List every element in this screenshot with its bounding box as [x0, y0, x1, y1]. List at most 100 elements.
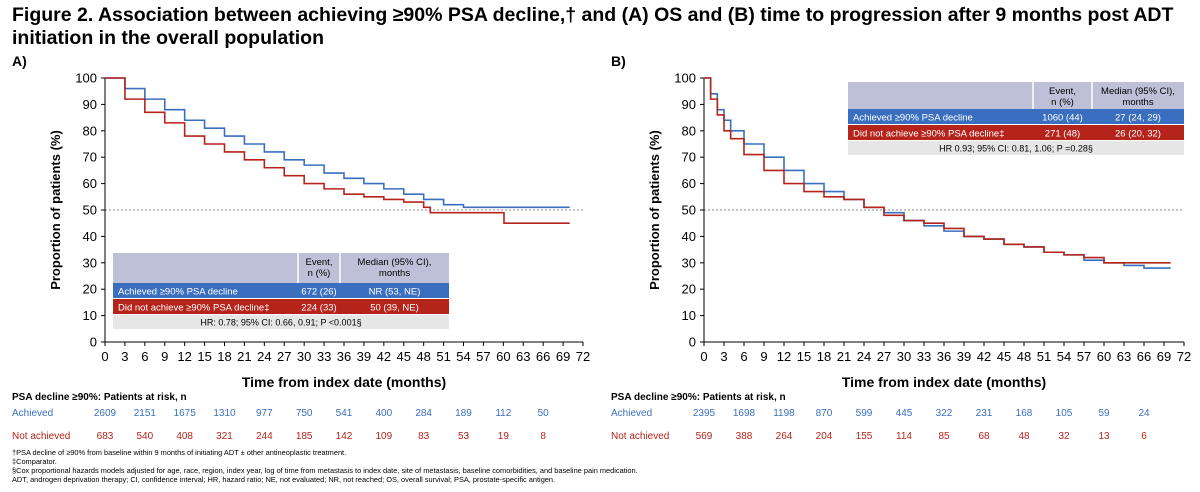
not-achieved-curve — [704, 77, 1171, 264]
x-tick-label: 12 — [177, 349, 191, 364]
x-tick-label: 48 — [416, 349, 430, 364]
table-row-label: Achieved ≥90% PSA decline — [853, 113, 973, 124]
risk-count-not-achieved: 683 — [96, 431, 114, 442]
x-tick-label: 57 — [476, 349, 490, 364]
risk-count-achieved: 599 — [855, 408, 873, 419]
y-tick-label: 10 — [682, 308, 696, 323]
footnote-comparator: ‡Comparator. — [12, 456, 57, 466]
table-event-value: 1060 (44) — [1042, 113, 1083, 124]
risk-count-achieved: 24 — [1138, 408, 1150, 419]
x-tick-label: 6 — [141, 349, 148, 364]
x-tick-label: 0 — [700, 349, 707, 364]
y-tick-label: 0 — [90, 335, 97, 350]
table-header-label: months — [379, 268, 410, 279]
risk-count-achieved: 870 — [815, 408, 833, 419]
risk-count-achieved: 2609 — [93, 408, 117, 419]
table-event-value: 672 (26) — [301, 287, 336, 298]
risk-count-not-achieved: 540 — [136, 431, 154, 442]
table-median-value: 27 (24, 29) — [1115, 113, 1161, 124]
footnote-psa: †PSA decline of ≥90% from baseline withi… — [12, 448, 347, 457]
panel-label: B) — [611, 53, 626, 69]
footnote-abbreviations: ADT, androgen deprivation therapy; CI, c… — [12, 474, 556, 484]
x-tick-label: 9 — [760, 349, 767, 364]
risk-label-not-achieved: Not achieved — [611, 431, 670, 442]
x-tick-label: 15 — [197, 349, 211, 364]
risk-count-achieved: 2395 — [692, 408, 716, 419]
x-tick-label: 3 — [121, 349, 128, 364]
risk-count-achieved: 2151 — [133, 408, 156, 419]
y-tick-label: 0 — [689, 335, 696, 350]
risk-count-achieved: 400 — [375, 408, 393, 419]
table-header-label: n (%) — [1051, 97, 1074, 108]
x-tick-label: 30 — [897, 349, 911, 364]
risk-count-not-achieved: 13 — [1098, 431, 1110, 442]
x-tick-label: 27 — [877, 349, 891, 364]
y-tick-label: 50 — [682, 203, 696, 218]
risk-count-achieved: 1698 — [732, 408, 756, 419]
risk-count-not-achieved: 32 — [1058, 431, 1070, 442]
y-tick-label: 80 — [83, 123, 97, 138]
risk-count-not-achieved: 264 — [775, 431, 793, 442]
table-row-bg — [113, 283, 449, 298]
risk-count-achieved: 231 — [975, 408, 993, 419]
y-tick-label: 90 — [83, 97, 97, 112]
y-tick-label: 60 — [83, 176, 97, 191]
table-hr-bg — [848, 141, 1184, 155]
risk-count-achieved: 1675 — [173, 408, 196, 419]
risk-count-achieved: 1310 — [213, 408, 236, 419]
x-tick-label: 60 — [496, 349, 510, 364]
y-tick-label: 90 — [682, 97, 696, 112]
risk-count-achieved: 112 — [495, 408, 512, 419]
x-tick-label: 51 — [1037, 349, 1051, 364]
x-tick-label: 30 — [297, 349, 311, 364]
y-tick-label: 20 — [83, 282, 97, 297]
risk-count-not-achieved: 53 — [457, 431, 470, 442]
risk-count-achieved: 59 — [1098, 408, 1110, 419]
risk-count-not-achieved: 408 — [176, 431, 193, 442]
x-tick-label: 18 — [217, 349, 231, 364]
x-tick-label: 3 — [720, 349, 727, 364]
hazard-ratio-text: HR: 0.78; 95% CI: 0.66, 0.91; P <0.001§ — [200, 318, 361, 328]
x-tick-label: 54 — [456, 349, 470, 364]
y-tick-label: 40 — [682, 229, 696, 244]
x-tick-label: 6 — [740, 349, 747, 364]
x-tick-label: 27 — [277, 349, 291, 364]
y-tick-label: 30 — [682, 255, 696, 270]
x-tick-label: 54 — [1057, 349, 1071, 364]
y-tick-label: 80 — [682, 123, 696, 138]
risk-count-achieved: 541 — [335, 408, 353, 419]
not-achieved-curve — [105, 77, 570, 224]
x-tick-label: 66 — [1137, 349, 1151, 364]
risk-count-not-achieved: 204 — [815, 431, 833, 442]
y-tick-label: 40 — [83, 229, 97, 244]
x-tick-label: 36 — [337, 349, 351, 364]
x-tick-label: 63 — [516, 349, 530, 364]
x-tick-label: 60 — [1097, 349, 1111, 364]
achieved-curve — [105, 77, 570, 209]
x-tick-label: 24 — [257, 349, 271, 364]
table-row-label: Achieved ≥90% PSA decline — [118, 287, 238, 298]
summary-table: Event,n (%) Median (95% CI),months Achieve… — [113, 253, 449, 329]
x-tick-label: 45 — [397, 349, 411, 364]
table-header-label: Median (95% CI), — [358, 257, 432, 268]
x-tick-label: 33 — [917, 349, 931, 364]
risk-count-achieved: 322 — [935, 408, 953, 419]
x-tick-label: 51 — [436, 349, 450, 364]
x-tick-label: 12 — [777, 349, 791, 364]
table-header-label: Median (95% CI), — [1101, 86, 1175, 97]
y-tick-label: 50 — [83, 203, 97, 218]
y-tick-label: 100 — [75, 71, 97, 86]
table-header-label: months — [1122, 97, 1153, 108]
x-tick-label: 72 — [1177, 349, 1191, 364]
x-tick-label: 21 — [837, 349, 851, 364]
x-tick-label: 66 — [536, 349, 550, 364]
risk-count-achieved: 189 — [455, 408, 472, 419]
figure-title: Figure 2. Association between achieving … — [12, 4, 1174, 49]
table-row-label: Did not achieve ≥90% PSA decline‡ — [118, 303, 270, 314]
risk-count-not-achieved: 85 — [938, 431, 950, 442]
x-tick-label: 21 — [237, 349, 251, 364]
risk-count-not-achieved: 8 — [540, 431, 546, 442]
